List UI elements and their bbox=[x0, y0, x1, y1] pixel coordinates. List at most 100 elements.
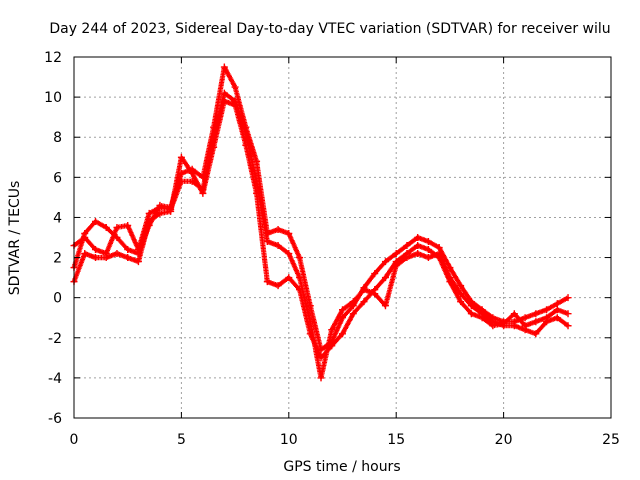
data-point bbox=[220, 63, 228, 71]
data-point bbox=[510, 322, 518, 330]
x-tick-label: 25 bbox=[602, 432, 620, 448]
data-point bbox=[414, 234, 422, 241]
data-point bbox=[296, 286, 304, 294]
data-layer bbox=[70, 63, 572, 382]
x-tick-label: 10 bbox=[280, 432, 298, 448]
x-tick-label: 5 bbox=[177, 432, 186, 448]
data-point bbox=[564, 310, 572, 318]
x-axis-label: GPS time / hours bbox=[283, 459, 400, 475]
series-track-1 bbox=[70, 63, 572, 354]
data-point bbox=[328, 326, 336, 334]
chart-title: Day 244 of 2023, Sidereal Day-to-day VTE… bbox=[49, 21, 610, 37]
data-point bbox=[156, 209, 164, 217]
data-point bbox=[296, 254, 304, 262]
data-point bbox=[339, 306, 346, 314]
data-point bbox=[349, 298, 357, 306]
data-point bbox=[414, 250, 422, 258]
data-point bbox=[317, 374, 325, 382]
data-point bbox=[360, 286, 368, 294]
data-point bbox=[403, 250, 411, 258]
data-point bbox=[177, 177, 185, 185]
grid bbox=[74, 57, 611, 418]
x-tick-label: 15 bbox=[387, 432, 405, 448]
data-point bbox=[253, 189, 261, 197]
data-point bbox=[145, 209, 153, 217]
data-point bbox=[263, 238, 271, 246]
data-point bbox=[91, 246, 99, 254]
data-point bbox=[274, 242, 282, 250]
data-point bbox=[543, 306, 551, 314]
data-point bbox=[124, 246, 132, 254]
data-point bbox=[296, 274, 304, 282]
y-tick-label: 8 bbox=[53, 130, 62, 146]
data-point bbox=[500, 320, 508, 328]
data-point bbox=[81, 250, 89, 258]
data-point bbox=[231, 83, 239, 91]
data-point bbox=[457, 298, 465, 306]
data-point bbox=[306, 302, 314, 310]
data-point bbox=[446, 278, 454, 286]
axis-ticks: 0 5 10 15 20 25 -6 -4 -2 0 2 4 6 8 10 12 bbox=[44, 50, 620, 448]
series-track-3 bbox=[70, 97, 572, 362]
data-point bbox=[124, 221, 132, 229]
data-point bbox=[210, 143, 218, 151]
data-point bbox=[91, 217, 99, 225]
data-point bbox=[167, 207, 175, 215]
data-point bbox=[435, 254, 443, 262]
y-tick-label: 12 bbox=[44, 50, 62, 66]
data-point bbox=[274, 282, 282, 290]
y-tick-label: 10 bbox=[44, 90, 62, 106]
y-tick-label: 2 bbox=[53, 251, 62, 267]
data-point bbox=[371, 286, 379, 294]
data-point bbox=[113, 223, 121, 231]
data-point bbox=[553, 306, 561, 314]
data-point bbox=[532, 318, 540, 326]
data-point bbox=[532, 330, 540, 338]
data-point bbox=[424, 246, 432, 254]
y-tick-label: -2 bbox=[48, 331, 62, 347]
y-tick-label: 4 bbox=[53, 210, 62, 226]
data-point bbox=[349, 310, 357, 318]
data-point bbox=[371, 270, 379, 278]
data-point bbox=[102, 254, 110, 262]
series-track-2 bbox=[70, 89, 572, 382]
data-point bbox=[381, 258, 389, 266]
x-tick-label: 0 bbox=[70, 432, 79, 448]
y-tick-label: 0 bbox=[53, 291, 62, 307]
data-point bbox=[478, 314, 486, 322]
y-tick-label: -4 bbox=[48, 371, 62, 387]
data-point bbox=[285, 250, 293, 258]
data-point bbox=[521, 314, 529, 322]
data-point bbox=[328, 342, 336, 350]
data-point bbox=[414, 242, 422, 250]
data-point bbox=[435, 244, 443, 252]
data-point bbox=[177, 153, 185, 161]
data-point bbox=[521, 322, 529, 330]
data-point bbox=[489, 322, 497, 330]
data-point bbox=[360, 298, 368, 306]
data-point bbox=[457, 282, 465, 290]
data-point bbox=[403, 242, 411, 250]
data-point bbox=[102, 223, 110, 231]
data-point bbox=[81, 234, 89, 241]
data-point bbox=[156, 203, 164, 211]
data-point bbox=[467, 310, 475, 318]
data-point bbox=[424, 238, 432, 246]
data-point bbox=[543, 314, 551, 322]
data-point bbox=[510, 310, 518, 318]
x-tick-label: 20 bbox=[495, 432, 513, 448]
data-point bbox=[220, 97, 228, 105]
data-point bbox=[553, 300, 561, 308]
data-point bbox=[145, 217, 153, 225]
data-point bbox=[424, 254, 432, 262]
data-point bbox=[564, 322, 572, 330]
data-point bbox=[381, 274, 389, 282]
y-tick-label: -6 bbox=[48, 411, 62, 427]
data-point bbox=[317, 354, 325, 362]
data-point bbox=[220, 89, 228, 97]
data-point bbox=[231, 101, 239, 109]
data-point bbox=[263, 278, 271, 286]
data-point bbox=[91, 254, 99, 262]
data-point bbox=[339, 330, 346, 338]
data-point bbox=[381, 302, 389, 310]
